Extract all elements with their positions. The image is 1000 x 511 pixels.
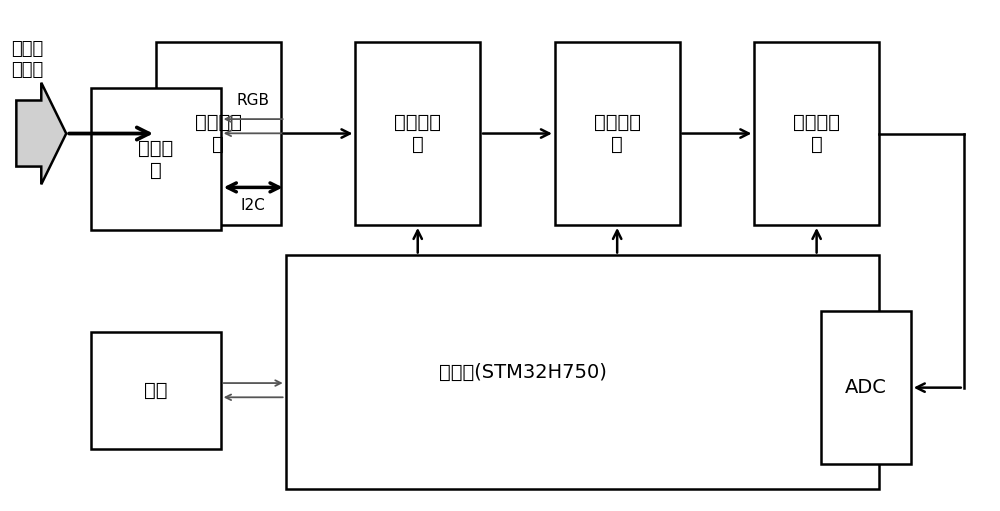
Text: 第二级放
大: 第二级放 大 xyxy=(594,113,641,154)
Polygon shape xyxy=(16,83,66,184)
Bar xyxy=(91,88,221,230)
Text: 单片机(STM32H750): 单片机(STM32H750) xyxy=(438,363,606,382)
Text: ADC: ADC xyxy=(845,378,887,397)
Text: 存储: 存储 xyxy=(144,381,168,400)
Text: 高通滤波
器: 高通滤波 器 xyxy=(394,113,441,154)
Bar xyxy=(286,256,879,489)
Bar xyxy=(821,311,911,464)
Text: 中频信
号输入: 中频信 号输入 xyxy=(11,40,44,79)
Text: 低通滤波
器: 低通滤波 器 xyxy=(793,113,840,154)
Bar xyxy=(355,42,480,225)
Text: RGB: RGB xyxy=(237,93,270,108)
Text: 交互显
示: 交互显 示 xyxy=(138,138,174,179)
Bar xyxy=(555,42,680,225)
Text: I2C: I2C xyxy=(241,198,266,213)
Text: 第一级放
大: 第一级放 大 xyxy=(195,113,242,154)
Bar xyxy=(754,42,879,225)
Bar xyxy=(91,332,221,449)
Bar xyxy=(156,42,281,225)
